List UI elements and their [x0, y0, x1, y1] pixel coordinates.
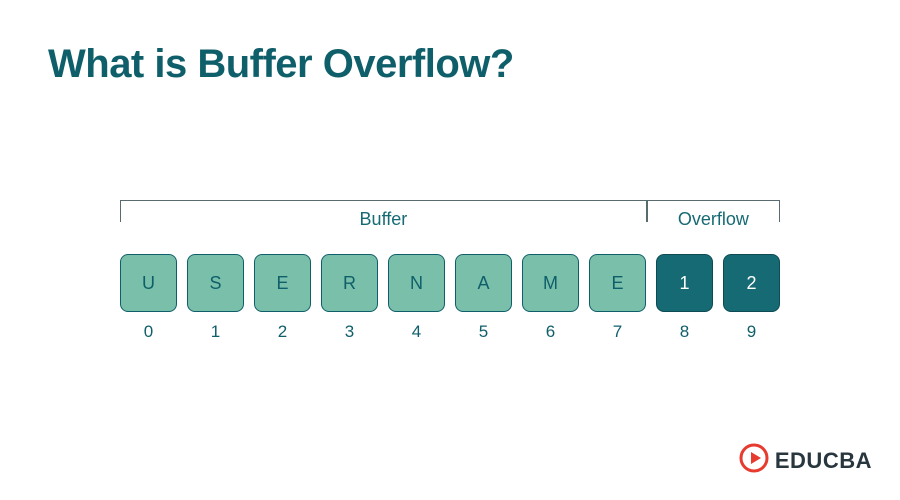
cell-index: 9	[723, 322, 780, 342]
cell-index: 1	[187, 322, 244, 342]
brand-logo: EDUCBA	[739, 443, 872, 478]
memory-cell: A	[455, 254, 512, 312]
buffer-diagram: BufferOverflow USERNAME12 0123456789	[120, 200, 780, 342]
section-brackets: BufferOverflow	[120, 200, 780, 254]
cell-index: 5	[455, 322, 512, 342]
section-label: Buffer	[121, 209, 646, 230]
memory-cell: R	[321, 254, 378, 312]
memory-cell: 1	[656, 254, 713, 312]
memory-cell: U	[120, 254, 177, 312]
section-label: Overflow	[648, 209, 779, 230]
index-row: 0123456789	[120, 322, 780, 342]
memory-cell: N	[388, 254, 445, 312]
play-icon	[739, 443, 769, 478]
cell-index: 3	[321, 322, 378, 342]
cell-index: 6	[522, 322, 579, 342]
memory-cell: 2	[723, 254, 780, 312]
cell-index: 7	[589, 322, 646, 342]
cell-index: 0	[120, 322, 177, 342]
section-bracket: Buffer	[120, 200, 647, 222]
memory-cell: E	[589, 254, 646, 312]
memory-cell: E	[254, 254, 311, 312]
brand-name: EDUCBA	[775, 448, 872, 474]
memory-cell: S	[187, 254, 244, 312]
page-title: What is Buffer Overflow?	[48, 42, 514, 87]
cell-index: 4	[388, 322, 445, 342]
memory-cell: M	[522, 254, 579, 312]
cell-index: 8	[656, 322, 713, 342]
memory-cells-row: USERNAME12	[120, 254, 780, 312]
section-bracket: Overflow	[647, 200, 780, 222]
cell-index: 2	[254, 322, 311, 342]
